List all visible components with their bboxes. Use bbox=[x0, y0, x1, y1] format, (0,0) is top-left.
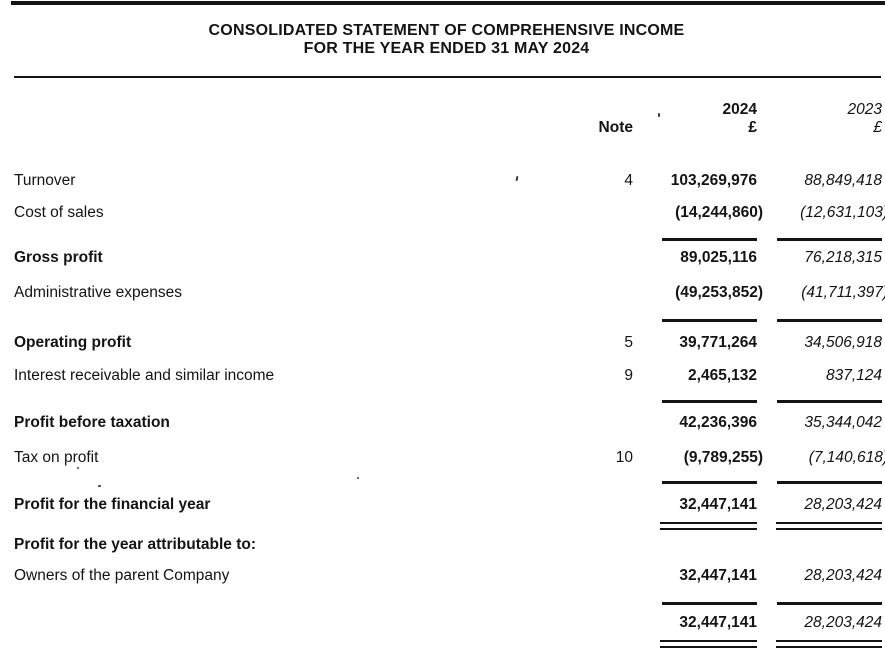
rule-2024-column bbox=[662, 400, 757, 403]
column-header-2023: 2023 bbox=[847, 101, 882, 118]
value-2023: 28,203,424 bbox=[804, 496, 882, 513]
rule-2023-column bbox=[777, 481, 882, 484]
row-label: Cost of sales bbox=[14, 204, 104, 221]
subtotal-rule bbox=[14, 319, 882, 322]
column-header-2024: 2024 bbox=[722, 101, 757, 118]
value-2024: 32,447,141 bbox=[679, 614, 757, 631]
currency-symbol-2023: £ bbox=[873, 119, 882, 136]
value-2024: 32,447,141 bbox=[679, 496, 757, 513]
row-label: Interest receivable and similar income bbox=[14, 367, 275, 384]
row-turnover: Turnover 4 103,269,976 88,849,418 bbox=[14, 172, 882, 190]
row-attributable-total: 32,447,141 28,203,424 bbox=[14, 614, 882, 632]
scan-speck bbox=[658, 113, 660, 117]
statement-title-line2: FOR THE YEAR ENDED 31 MAY 2024 bbox=[303, 39, 590, 57]
statement-title-line1: CONSOLIDATED STATEMENT OF COMPREHENSIVE … bbox=[208, 22, 685, 39]
row-attributable-heading: Profit for the year attributable to: bbox=[14, 536, 882, 554]
row-owners-of-parent: Owners of the parent Company 32,447,141 … bbox=[14, 567, 882, 585]
double-rule-2023-column bbox=[776, 522, 882, 530]
scan-speck bbox=[357, 477, 359, 479]
rule-2023-column bbox=[777, 319, 882, 322]
value-2023: 837,124 bbox=[825, 367, 882, 384]
value-2024: (49,253,852) bbox=[675, 284, 763, 301]
rule-2024-column bbox=[662, 602, 757, 605]
value-2024: 32,447,141 bbox=[679, 567, 757, 584]
double-rule-2024-column bbox=[660, 640, 757, 648]
rule-2024-column bbox=[662, 481, 757, 484]
subtotal-rule bbox=[14, 238, 882, 241]
value-2024: 39,771,264 bbox=[679, 334, 757, 351]
statement-title: CONSOLIDATED STATEMENT OF COMPREHENSIVE … bbox=[8, 22, 885, 57]
row-label: Profit for the financial year bbox=[14, 496, 211, 513]
value-2023: 35,344,042 bbox=[804, 414, 882, 431]
scan-speck bbox=[77, 467, 79, 469]
row-profit-for-financial-year: Profit for the financial year 32,447,141… bbox=[14, 496, 882, 514]
column-header-note: Note bbox=[598, 119, 633, 136]
double-rule-2023-column bbox=[776, 640, 882, 648]
rule-2024-column bbox=[662, 238, 757, 241]
value-2023: (7,140,618) bbox=[808, 449, 885, 466]
note-ref: 4 bbox=[624, 172, 633, 189]
grand-total-rule bbox=[14, 522, 882, 530]
column-header-note-currency: Note £ £ bbox=[14, 119, 882, 137]
value-2024: 42,236,396 bbox=[679, 414, 757, 431]
row-gross-profit: Gross profit 89,025,116 76,218,315 bbox=[14, 249, 882, 267]
note-ref: 5 bbox=[624, 334, 633, 351]
row-tax-on-profit: Tax on profit 10 (9,789,255) (7,140,618) bbox=[14, 449, 885, 467]
note-ref: 10 bbox=[615, 449, 633, 466]
value-2024: 2,465,132 bbox=[688, 367, 757, 384]
row-cost-of-sales: Cost of sales (14,244,860) (12,631,103) bbox=[14, 204, 885, 222]
note-ref: 9 bbox=[624, 367, 633, 384]
rule-2024-column bbox=[662, 319, 757, 322]
rule-2023-column bbox=[777, 400, 882, 403]
row-label: Profit for the year attributable to: bbox=[14, 536, 256, 553]
value-2023: 28,203,424 bbox=[804, 614, 882, 631]
subtotal-rule bbox=[14, 602, 882, 605]
value-2023: 28,203,424 bbox=[804, 567, 882, 584]
rule-2023-column bbox=[777, 238, 882, 241]
row-label: Owners of the parent Company bbox=[14, 567, 230, 584]
row-label: Turnover bbox=[14, 172, 76, 189]
value-2024: (9,789,255) bbox=[683, 449, 763, 466]
top-border-rule bbox=[11, 1, 885, 5]
currency-symbol-2024: £ bbox=[748, 119, 757, 136]
row-interest-receivable: Interest receivable and similar income 9… bbox=[14, 367, 882, 385]
column-header-years: 2024 2023 bbox=[14, 101, 882, 119]
value-2023: 88,849,418 bbox=[804, 172, 882, 189]
row-label: Operating profit bbox=[14, 334, 132, 351]
value-2024: 89,025,116 bbox=[680, 249, 757, 266]
subtotal-rule bbox=[14, 400, 882, 403]
rule-2023-column bbox=[777, 602, 882, 605]
value-2024: 103,269,976 bbox=[670, 172, 757, 189]
row-profit-before-taxation: Profit before taxation 42,236,396 35,344… bbox=[14, 414, 882, 432]
row-label: Tax on profit bbox=[14, 449, 99, 466]
value-2023: 76,218,315 bbox=[804, 249, 882, 266]
value-2023: (41,711,397) bbox=[801, 284, 885, 301]
value-2023: 34,506,918 bbox=[804, 334, 882, 351]
double-rule-2024-column bbox=[660, 522, 757, 530]
scan-speck bbox=[98, 485, 101, 487]
row-operating-profit: Operating profit 5 39,771,264 34,506,918 bbox=[14, 334, 882, 352]
row-label: Administrative expenses bbox=[14, 284, 182, 301]
row-label: Profit before taxation bbox=[14, 414, 170, 431]
value-2023: (12,631,103) bbox=[800, 204, 885, 221]
subtotal-rule bbox=[14, 481, 882, 484]
row-label: Gross profit bbox=[14, 249, 103, 266]
value-2024: (14,244,860) bbox=[675, 204, 763, 221]
row-administrative-expenses: Administrative expenses (49,253,852) (41… bbox=[14, 284, 885, 302]
header-divider-rule bbox=[14, 76, 881, 78]
grand-total-rule bbox=[14, 640, 882, 648]
